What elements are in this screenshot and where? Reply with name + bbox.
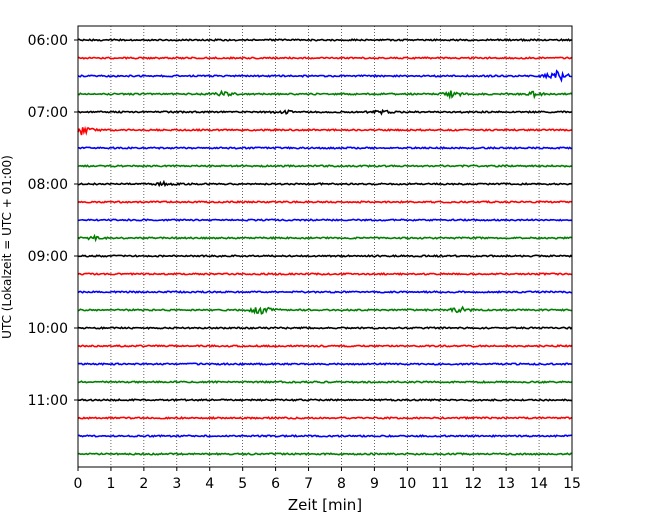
y-tick-label-0700: 07:00 <box>28 105 68 121</box>
trace-row-0930 <box>77 290 573 294</box>
x-tick-label-0: 0 <box>74 476 83 492</box>
x-tick-label-7: 7 <box>304 476 313 492</box>
x-tick-label-9: 9 <box>370 476 379 492</box>
x-tick-label-14: 14 <box>530 476 548 492</box>
trace-row-0900 <box>77 254 573 258</box>
trace-row-0915 <box>77 272 573 276</box>
x-tick-label-4: 4 <box>205 476 214 492</box>
trace-row-0945 <box>77 305 573 315</box>
x-axis-ticks: 0 1 2 3 4 5 6 7 8 9 10 11 12 13 14 15 <box>74 467 581 492</box>
trace-row-0600 <box>77 38 573 42</box>
trace-row-0815 <box>77 200 573 204</box>
trace-row-0830 <box>77 218 573 222</box>
y-axis-label: UTC (Lokalzeit = UTC + 01:00) <box>0 155 14 339</box>
x-tick-label-3: 3 <box>172 476 181 492</box>
trace-row-1130 <box>77 434 573 438</box>
x-tick-label-2: 2 <box>139 476 148 492</box>
trace-row-1030 <box>77 362 573 366</box>
trace-row-1015 <box>77 344 573 348</box>
y-tick-label-1100: 11:00 <box>28 393 68 409</box>
trace-row-0700 <box>77 108 573 116</box>
trace-row-1115 <box>77 415 573 420</box>
y-axis-ticks: 06:00 07:00 08:00 09:00 10:00 11:00 <box>28 33 78 409</box>
x-axis-label: Zeit [min] <box>288 496 362 514</box>
x-tick-label-11: 11 <box>431 476 449 492</box>
plot-frame <box>77 25 573 468</box>
x-tick-label-1: 1 <box>106 476 115 492</box>
y-tick-label-0900: 09:00 <box>28 249 68 265</box>
trace-row-1145 <box>77 452 573 456</box>
x-tick-label-13: 13 <box>497 476 515 492</box>
x-tick-label-15: 15 <box>563 476 581 492</box>
x-tick-label-10: 10 <box>398 476 416 492</box>
trace-row-0615 <box>77 56 573 60</box>
x-tick-label-5: 5 <box>238 476 247 492</box>
y-tick-label-0600: 06:00 <box>28 33 68 49</box>
x-tick-label-12: 12 <box>464 476 482 492</box>
trace-row-0715 <box>77 125 573 136</box>
seismic-traces <box>77 38 573 456</box>
trace-row-0745 <box>77 164 573 168</box>
trace-row-0730 <box>77 146 573 150</box>
y-tick-label-0800: 08:00 <box>28 177 68 193</box>
x-tick-label-8: 8 <box>337 476 346 492</box>
trace-row-0645 <box>77 89 573 100</box>
trace-row-1100 <box>77 398 573 402</box>
trace-row-0800 <box>77 179 573 188</box>
x-tick-label-6: 6 <box>271 476 280 492</box>
trace-row-1045 <box>77 380 573 384</box>
trace-row-1000 <box>77 326 573 330</box>
trace-row-0845 <box>77 233 573 243</box>
trace-row-0630 <box>77 69 573 83</box>
y-tick-label-1000: 10:00 <box>28 321 68 337</box>
